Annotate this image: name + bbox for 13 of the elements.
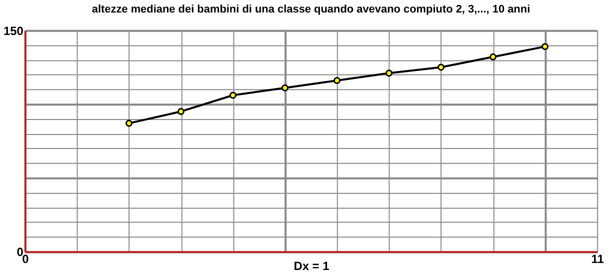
- point: [490, 53, 497, 60]
- point: [177, 108, 184, 115]
- point: [229, 92, 236, 99]
- chart-title: altezze mediane dei bambini di una classe quando avevano compiuto 2, 3,..., 10 anni: [92, 3, 530, 16]
- point: [438, 64, 444, 71]
- point: [542, 43, 549, 50]
- point: [334, 77, 340, 84]
- y-tick-label: 150: [3, 24, 24, 38]
- x-axis-title: Dx = 1: [294, 259, 330, 274]
- point: [125, 120, 132, 127]
- point: [386, 70, 392, 77]
- point: [282, 84, 288, 92]
- x-tick-label: 11: [591, 252, 604, 266]
